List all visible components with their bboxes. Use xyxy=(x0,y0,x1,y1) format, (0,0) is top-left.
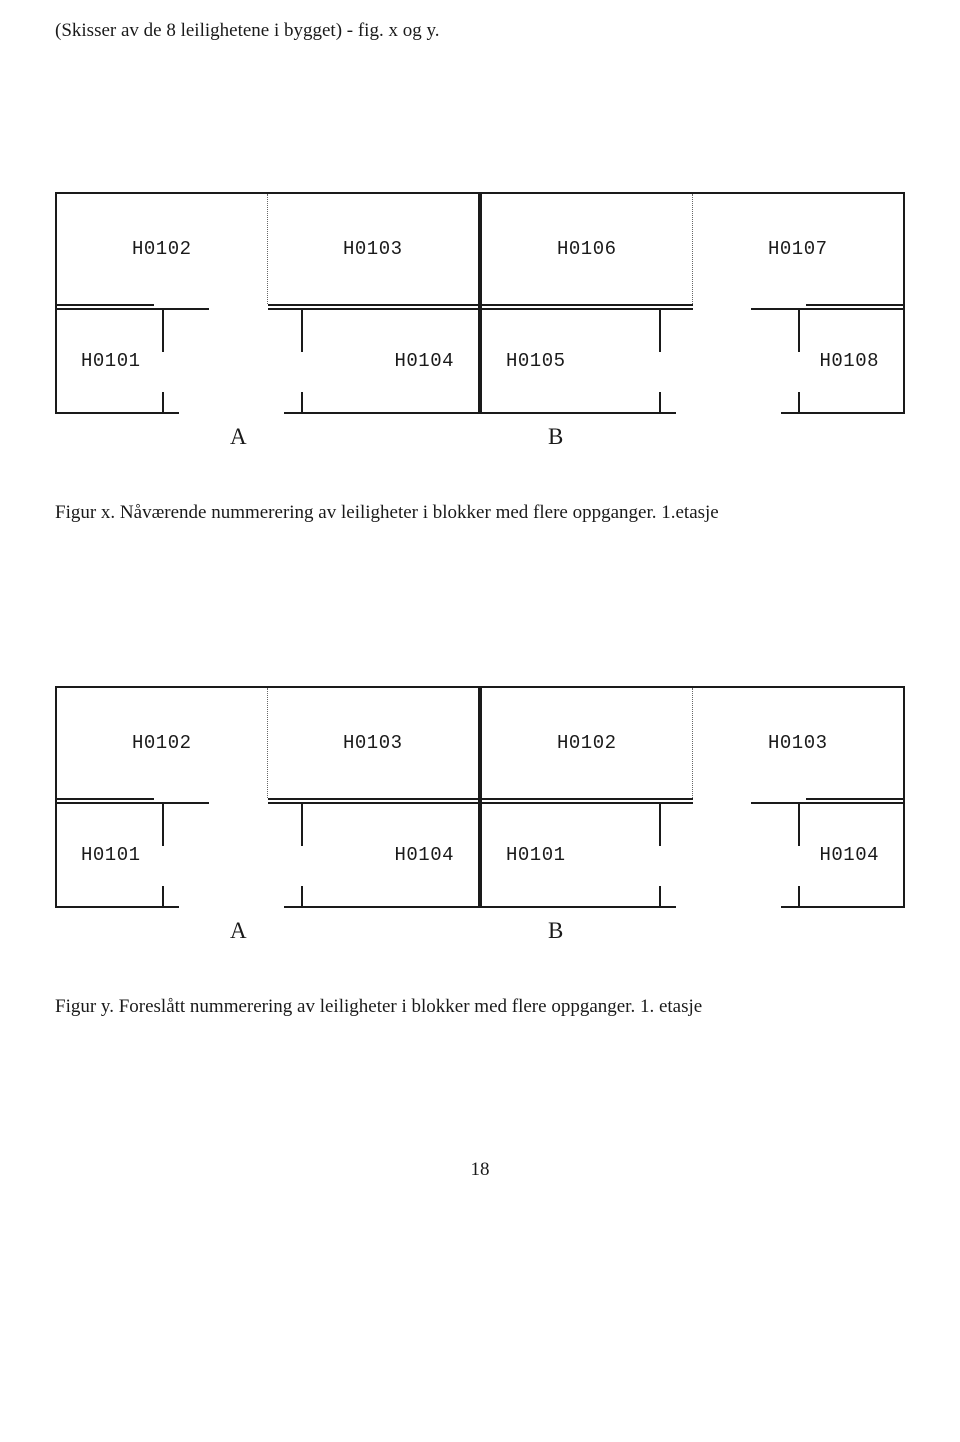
unit-label: H0103 xyxy=(268,688,479,798)
floor-bottom: H0101 H0104 xyxy=(57,310,478,412)
unit-label: H0104 xyxy=(268,310,479,412)
doorway xyxy=(179,412,284,414)
entrance-labels: A B xyxy=(55,424,905,450)
unit-label: H0103 xyxy=(693,688,904,798)
entrance-label-a: A xyxy=(55,424,480,450)
unit-label: H0102 xyxy=(57,688,268,798)
floor-bottom: H0101 H0104 xyxy=(482,804,903,906)
floor-bottom: H0105 H0108 xyxy=(482,310,903,412)
doorway xyxy=(676,906,781,908)
intro-text: (Skisser av de 8 leilighetene i bygget) … xyxy=(55,20,905,42)
floor-top: H0102 H0103 xyxy=(482,688,903,798)
figure-y-diagram: H0102 H0103 H0101 H0104 H0102 H0103 xyxy=(55,686,905,944)
unit-label: H0101 xyxy=(57,804,268,906)
unit-label: H0108 xyxy=(693,310,904,412)
unit-label: H0106 xyxy=(482,194,693,304)
building-outline: H0102 H0103 H0101 H0104 H0102 H0103 xyxy=(55,686,905,908)
unit-label: H0101 xyxy=(482,804,693,906)
figure-x-caption: Figur x. Nåværende nummerering av leilig… xyxy=(55,500,905,526)
entrance-label-a: A xyxy=(55,918,480,944)
floor-top: H0102 H0103 xyxy=(57,194,478,304)
figure-x-diagram: H0102 H0103 H0101 H0104 H0106 H0107 xyxy=(55,192,905,450)
entrance-labels: A B xyxy=(55,918,905,944)
unit-label: H0102 xyxy=(57,194,268,304)
unit-label: H0107 xyxy=(693,194,904,304)
building-half-a: H0102 H0103 H0101 H0104 xyxy=(57,688,480,906)
entrance-label-b: B xyxy=(480,918,905,944)
entrance-label-b: B xyxy=(480,424,905,450)
building-half-a: H0102 H0103 H0101 H0104 xyxy=(57,194,480,412)
unit-label: H0105 xyxy=(482,310,693,412)
doorway xyxy=(179,906,284,908)
floor-top: H0106 H0107 xyxy=(482,194,903,304)
floor-top: H0102 H0103 xyxy=(57,688,478,798)
building-outline: H0102 H0103 H0101 H0104 H0106 H0107 xyxy=(55,192,905,414)
page-number: 18 xyxy=(55,1159,905,1181)
unit-label: H0103 xyxy=(268,194,479,304)
building-half-b: H0102 H0103 H0101 H0104 xyxy=(480,688,903,906)
building-half-b: H0106 H0107 H0105 H0108 xyxy=(480,194,903,412)
unit-label: H0101 xyxy=(57,310,268,412)
doorway xyxy=(676,412,781,414)
unit-label: H0104 xyxy=(268,804,479,906)
floor-bottom: H0101 H0104 xyxy=(57,804,478,906)
unit-label: H0102 xyxy=(482,688,693,798)
figure-y-caption: Figur y. Foreslått nummerering av leilig… xyxy=(55,994,905,1020)
unit-label: H0104 xyxy=(693,804,904,906)
